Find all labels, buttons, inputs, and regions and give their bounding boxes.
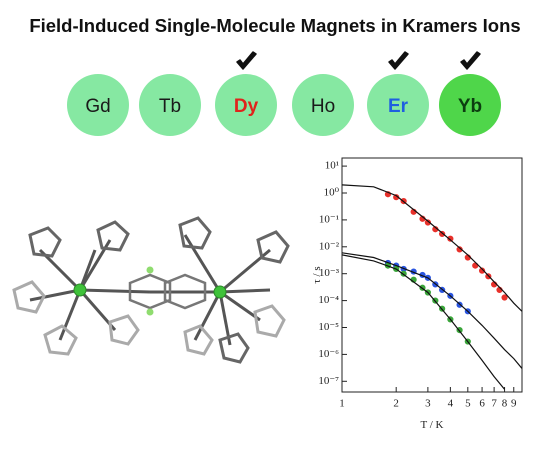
relaxation-plot: 10¹ 10⁰ 10⁻¹ 10⁻² 10⁻³ 10⁻⁴ 10⁻⁵ 10⁻⁶ 10⁻⁷1 2 3 4 5 6…: [311, 157, 523, 431]
fit-line: [342, 252, 522, 369]
x-axis-label: T / K: [420, 419, 443, 431]
element-row: Gd Tb Dy Ho Er Yb: [67, 51, 501, 136]
x-tick-label: 2: [393, 398, 399, 410]
y-tick-label: 10⁻²: [319, 240, 340, 252]
x-tick-label: 5: [465, 398, 471, 410]
element-symbol: Er: [388, 96, 409, 117]
x-tick-label: 6: [479, 398, 485, 410]
y-tick-label: 10⁻⁴: [318, 294, 339, 306]
data-point: [478, 267, 486, 274]
element-circle: [139, 74, 201, 136]
x-tick-label: 3: [425, 398, 431, 410]
checkmark: [388, 51, 409, 70]
x-tick-label: 1: [339, 398, 345, 410]
plot-frame: [341, 157, 523, 393]
y-axis-label: τ / s: [311, 266, 323, 283]
element-circle: [215, 74, 277, 136]
element-circle: [292, 74, 354, 136]
y-tick-label: 10⁻⁷: [318, 375, 339, 387]
element-circle: [439, 74, 501, 136]
x-tick-label: 8: [502, 398, 508, 410]
element-symbol: Ho: [311, 96, 335, 117]
y-tick-label: 10⁻⁵: [318, 321, 339, 333]
x-tick-label: 7: [491, 398, 497, 410]
data-point: [501, 294, 508, 301]
element-symbol: Gd: [85, 96, 110, 117]
element-symbol: Tb: [159, 96, 181, 117]
element-circle: [67, 74, 129, 136]
molecule-illustration: [12, 216, 290, 364]
element-circle: [367, 74, 429, 136]
data-point: [447, 235, 454, 242]
x-tick-label: 4: [448, 398, 454, 410]
element-symbol: Yb: [458, 96, 482, 117]
y-tick-label: 10⁻⁶: [318, 348, 339, 360]
y-tick-label: 10⁰: [324, 187, 340, 199]
y-tick-label: 10¹: [325, 160, 339, 172]
x-tick-label: 9: [511, 398, 517, 410]
y-tick-label: 10⁻¹: [319, 213, 339, 225]
fit-line: [342, 254, 506, 390]
checkmark: [460, 51, 481, 70]
element-symbol: Dy: [234, 96, 259, 117]
fit-line: [342, 184, 522, 312]
title: Field-Induced Single-Molecule Magnets in…: [29, 15, 520, 36]
y-tick-label: 10⁻³: [319, 267, 340, 279]
checkmark: [236, 51, 257, 70]
